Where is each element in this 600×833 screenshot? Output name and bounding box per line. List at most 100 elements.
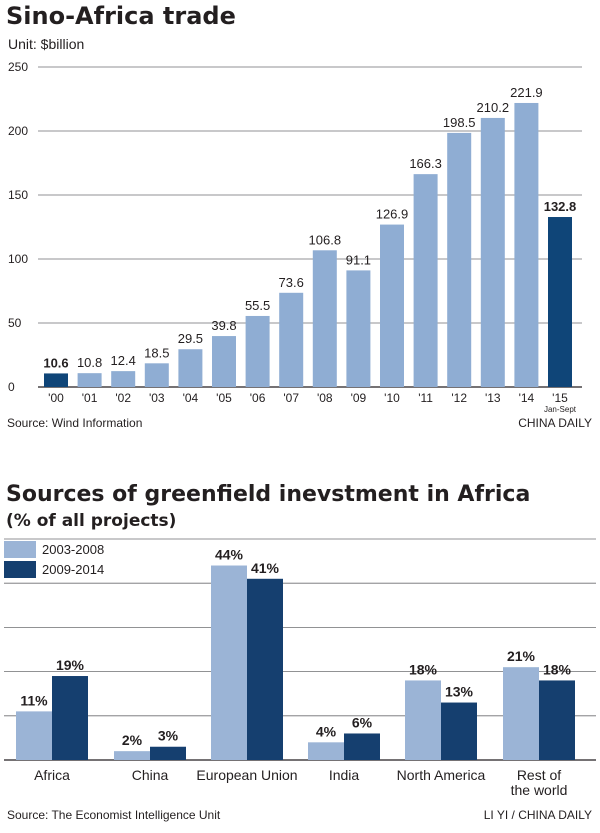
data-label: 2%: [122, 732, 143, 748]
data-label: 73.6: [279, 275, 304, 290]
data-label: 10.6: [43, 355, 68, 370]
data-label: 10.8: [77, 355, 102, 370]
data-label: 91.1: [346, 252, 371, 267]
x-category-label: North America: [397, 767, 486, 783]
x-tick-label: '02: [115, 391, 131, 405]
y-tick-label: 200: [8, 124, 28, 138]
data-label: 198.5: [443, 115, 476, 130]
x-tick-label: '10: [384, 391, 400, 405]
bar: [77, 373, 102, 387]
data-label: 11%: [20, 692, 48, 708]
x-tick-label: '01: [82, 391, 98, 405]
bar: [52, 676, 88, 760]
x-tick-label: '11: [418, 391, 433, 405]
x-category-label: European Union: [196, 767, 297, 783]
data-label: 18.5: [144, 345, 169, 360]
y-tick-label: 250: [8, 60, 28, 74]
bar: [346, 270, 371, 387]
x-tick-label: '12: [451, 391, 467, 405]
bar: [480, 117, 505, 387]
y-tick-label: 50: [8, 316, 22, 330]
x-tick-label: '04: [183, 391, 199, 405]
data-label: 19%: [56, 657, 85, 673]
bar: [447, 132, 472, 387]
data-label: 18%: [543, 661, 572, 677]
bar: [539, 680, 575, 760]
x-tick-label: '14: [519, 391, 535, 405]
data-label: 4%: [316, 723, 337, 739]
bar: [247, 578, 283, 760]
data-label: 221.9: [510, 85, 543, 100]
data-label: 12.4: [111, 353, 136, 368]
data-label: 106.8: [309, 232, 342, 247]
x-tick-label: '13: [485, 391, 501, 405]
bar: [405, 680, 441, 760]
data-label: 132.8: [544, 199, 577, 214]
chart2-credit: LI YI / CHINA DAILY: [483, 808, 592, 822]
x-tick-label: '00: [48, 391, 64, 405]
bar: [16, 711, 52, 760]
bar: [344, 733, 380, 760]
bar: [178, 349, 203, 387]
x-category-label: India: [329, 767, 360, 783]
bar: [312, 250, 337, 387]
chart2-title: Sources of greenfield inevstment in Afri…: [6, 482, 531, 507]
chart2-subtitle: (% of all projects): [6, 511, 177, 531]
x-tick-label: '06: [250, 391, 266, 405]
y-tick-label: 100: [8, 252, 28, 266]
bar: [211, 565, 247, 760]
bar: [413, 174, 438, 387]
data-label: 3%: [158, 728, 179, 744]
data-label: 39.8: [211, 318, 236, 333]
x-tick-label: '05: [216, 391, 232, 405]
x-category-label: China: [132, 767, 169, 783]
legend-swatch-2009-2014: [4, 561, 36, 578]
data-label: 29.5: [178, 331, 203, 346]
x-tick-label: '07: [283, 391, 299, 405]
bar: [212, 336, 236, 387]
y-tick-label: 0: [8, 380, 15, 394]
data-label: 55.5: [245, 298, 270, 313]
x-tick-label: '09: [351, 391, 367, 405]
chart1-credit: CHINA DAILY: [518, 416, 592, 430]
chart1-source: Source: Wind Information: [7, 416, 143, 430]
chart1-unit-label: Unit: $billion: [8, 36, 85, 52]
x-tick-label: '03: [149, 391, 165, 405]
bar: [514, 102, 539, 387]
data-label: 44%: [215, 547, 244, 563]
bar: [114, 751, 150, 760]
x-tick-label: '08: [317, 391, 333, 405]
x-tick-label: '15: [552, 391, 568, 405]
bar: [441, 702, 477, 760]
legend-label: 2009-2014: [42, 562, 104, 577]
legend-label: 2003-2008: [42, 542, 104, 557]
chart1-title: Sino-Africa trade: [6, 2, 236, 30]
x-category-label: the world: [511, 782, 568, 798]
bar: [548, 217, 572, 387]
y-tick-label: 150: [8, 188, 28, 202]
x-tick-note: Jan-Sept: [544, 405, 577, 414]
bar: [111, 371, 136, 387]
bar: [308, 742, 344, 760]
data-label: 41%: [251, 560, 280, 576]
bar: [150, 746, 186, 760]
data-label: 18%: [409, 661, 438, 677]
bar: [503, 667, 539, 760]
bar: [245, 315, 270, 387]
bar: [380, 224, 404, 387]
chart2-source: Source: The Economist Intelligence Unit: [7, 808, 221, 822]
bar: [144, 363, 169, 387]
data-label: 21%: [507, 648, 536, 664]
data-label: 210.2: [477, 100, 510, 115]
bar: [279, 292, 304, 387]
bar: [44, 373, 68, 387]
data-label: 6%: [352, 714, 373, 730]
data-label: 126.9: [376, 207, 409, 222]
x-category-label: Africa: [34, 767, 70, 783]
data-label: 166.3: [409, 156, 442, 171]
data-label: 13%: [445, 684, 474, 700]
x-category-label: Rest of: [517, 767, 561, 783]
